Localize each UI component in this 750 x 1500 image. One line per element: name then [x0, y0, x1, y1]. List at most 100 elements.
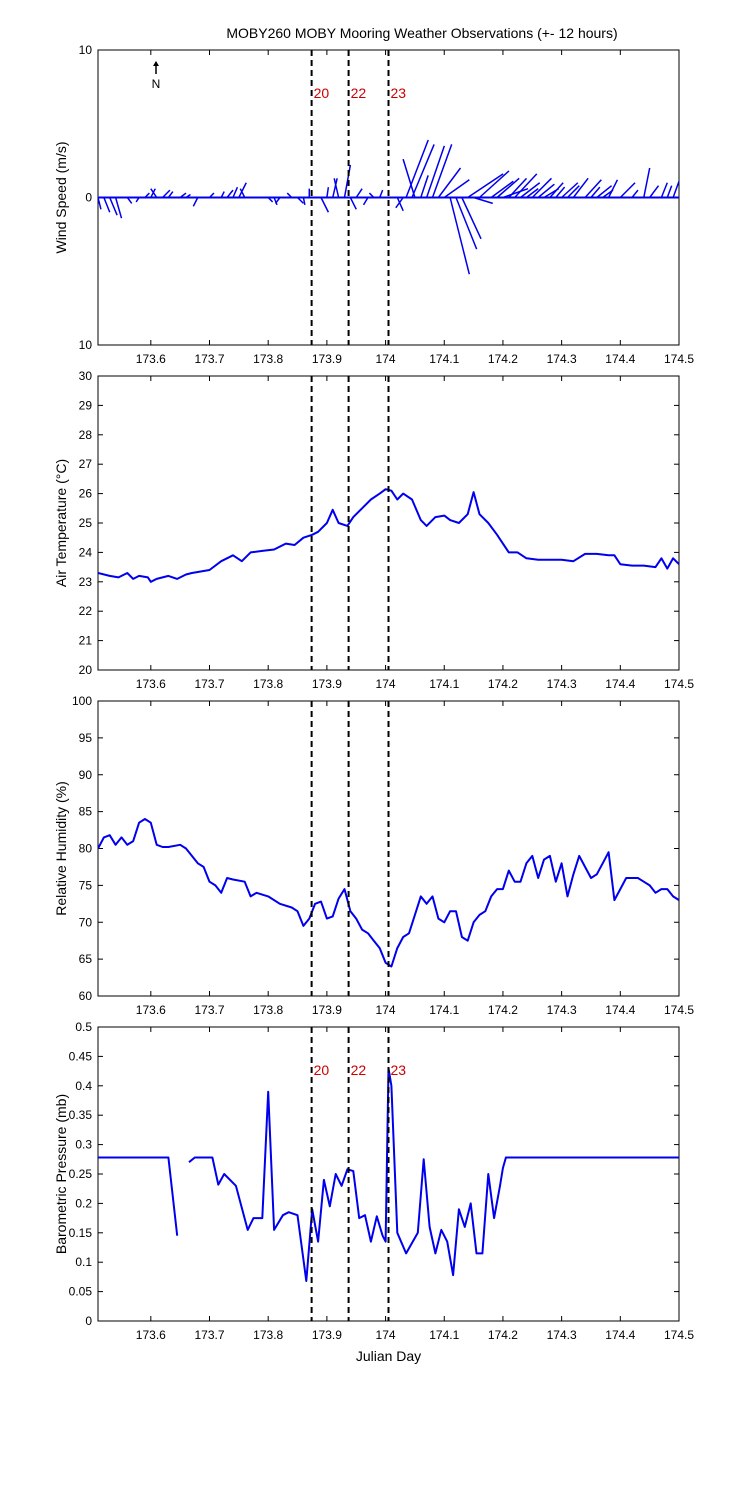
temp-ytick-label: 28	[79, 428, 93, 442]
wind-vector	[273, 197, 278, 206]
wind-vector	[561, 182, 579, 199]
wind-vector	[226, 189, 234, 198]
wind-vector	[449, 197, 471, 275]
wind-xtick-label: 173.8	[253, 352, 283, 366]
wind-xtick-label: 174	[376, 352, 396, 366]
wind-vector	[333, 178, 340, 198]
wind-vector	[508, 177, 528, 199]
wind-vector	[549, 182, 564, 199]
pressure-xtick-label: 174.2	[488, 1328, 518, 1342]
wind-vector	[395, 197, 404, 209]
wind-vector	[267, 196, 274, 203]
wind-xtick-label: 173.9	[312, 352, 342, 366]
wind-vector	[525, 188, 539, 199]
wind-vector	[402, 158, 416, 198]
temp-xtick-label: 173.7	[194, 677, 224, 691]
humidity-xtick-label: 174	[376, 1003, 396, 1017]
temp-xtick-label: 173.8	[253, 677, 283, 691]
wind-speed-panel: 10 0 10 173.6 173.7 173.8 173.9 174 174.1 174.2 17…	[53, 43, 694, 366]
pressure-ytick-label: 0.5	[75, 1020, 92, 1034]
pressure-xtick-label: 173.7	[194, 1328, 224, 1342]
wind-vector	[496, 177, 520, 199]
pressure-series-line	[188, 1067, 679, 1282]
wind-vector	[596, 185, 613, 199]
wind-event-marker-label: 23	[391, 85, 407, 101]
barometric-pressure-panel: 0 0.05 0.1 0.15 0.2 0.25 0.3 0.35 0.4 0.45 0.5 173.…	[53, 1020, 694, 1364]
humidity-xtick-label: 174.2	[488, 1003, 518, 1017]
temp-ytick-label: 25	[79, 516, 93, 530]
wind-vector	[332, 178, 338, 198]
wind-event-marker-label: 20	[314, 85, 330, 101]
wind-vector	[672, 181, 679, 198]
wind-vector	[396, 197, 404, 212]
temp-ytick-label: 24	[79, 545, 93, 559]
humidity-ytick-label: 65	[79, 952, 93, 966]
wind-vector	[502, 187, 529, 199]
pressure-ytick-label: 0.4	[75, 1079, 92, 1093]
wind-xtick-label: 174.5	[664, 352, 694, 366]
wind-vector	[379, 189, 384, 198]
pressure-ytick-label: 0.1	[75, 1255, 92, 1269]
wind-vector	[297, 196, 304, 204]
wind-vector	[179, 192, 187, 199]
pressure-xlabel: Julian Day	[356, 1348, 421, 1364]
wind-vector	[192, 197, 199, 207]
temp-ytick-label: 30	[79, 369, 93, 383]
wind-vector	[455, 197, 478, 250]
pressure-ytick-label: 0.45	[69, 1049, 93, 1063]
wind-vector	[437, 167, 462, 198]
temp-ytick-label: 21	[79, 634, 93, 648]
humidity-xtick-label: 174.3	[547, 1003, 577, 1017]
relative-humidity-panel: 60 65 70 75 80 85 90 95 100 173.6 173.7 173.8 173.9 1…	[53, 694, 694, 1017]
temp-xtick-label: 173.6	[136, 677, 166, 691]
wind-vector	[150, 188, 158, 198]
pressure-xtick-label: 174	[376, 1328, 396, 1342]
pressure-ytick-label: 0.2	[75, 1196, 92, 1210]
wind-vector	[420, 175, 429, 198]
wind-vector	[368, 192, 375, 199]
temp-xtick-label: 174.2	[488, 677, 518, 691]
pressure-ytick-label: 0.3	[75, 1138, 92, 1152]
humidity-xtick-label: 174.5	[664, 1003, 694, 1017]
wind-vector	[572, 177, 589, 198]
humidity-ytick-label: 95	[79, 731, 93, 745]
wind-plot-area	[98, 139, 679, 275]
humidity-ytick-label: 80	[79, 842, 93, 856]
wind-vector	[443, 179, 470, 199]
humidity-xtick-label: 173.7	[194, 1003, 224, 1017]
wind-vector	[405, 139, 429, 198]
wind-vector	[162, 189, 171, 199]
north-arrowhead-icon	[153, 61, 159, 66]
pressure-ytick-label: 0.15	[69, 1226, 93, 1240]
wind-vector	[531, 177, 552, 199]
wind-vector	[362, 197, 369, 206]
pressure-event-marker-label: 20	[314, 1062, 330, 1078]
humidity-ylabel: Relative Humidity (%)	[53, 781, 69, 916]
wind-vector	[320, 197, 330, 213]
temp-ytick-label: 27	[79, 457, 93, 471]
wind-vector	[98, 197, 102, 210]
temp-xtick-label: 174	[376, 677, 396, 691]
wind-vector	[537, 183, 555, 199]
humidity-xtick-label: 174.1	[429, 1003, 459, 1017]
wind-vector	[584, 179, 602, 199]
wind-vector	[167, 191, 174, 198]
temp-xtick-label: 173.9	[312, 677, 342, 691]
wind-xtick-label: 174.2	[488, 352, 518, 366]
wind-ylabel: Wind Speed (m/s)	[53, 141, 69, 253]
wind-ytick-label: 10	[79, 43, 93, 57]
wind-vector	[349, 197, 357, 210]
wind-vector	[425, 145, 446, 198]
wind-vector	[355, 188, 363, 198]
wind-vector	[126, 197, 133, 204]
wind-vector	[286, 192, 293, 199]
wind-xtick-label: 174.3	[547, 352, 577, 366]
temp-ytick-label: 29	[79, 398, 93, 412]
humidity-plot-area	[98, 818, 679, 968]
wind-vector	[631, 189, 639, 198]
temp-ytick-label: 26	[79, 487, 93, 501]
temp-ytick-label: 20	[79, 663, 93, 677]
humidity-xtick-label: 174.4	[605, 1003, 635, 1017]
wind-vector	[103, 197, 111, 213]
